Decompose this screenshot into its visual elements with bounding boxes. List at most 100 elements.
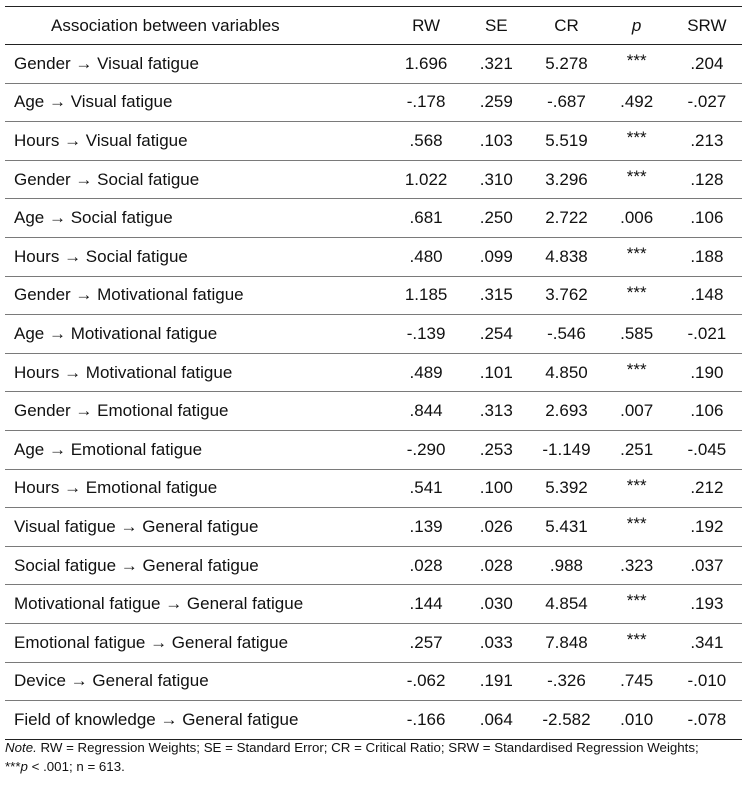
cell-se: .028 — [461, 546, 532, 586]
cell-srw: .037 — [671, 546, 742, 586]
cell-se: .100 — [461, 469, 532, 509]
cell-cr: 4.838 — [531, 237, 602, 277]
cell-cr: .988 — [531, 546, 602, 586]
cell-cr: -1.149 — [531, 430, 602, 470]
cell-p: .492 — [601, 83, 672, 123]
cell-rw: .480 — [391, 237, 462, 277]
cell-p: .745 — [601, 662, 672, 702]
note-line2: < .001; n = 613. — [27, 759, 125, 774]
cell-p: .585 — [601, 314, 672, 354]
header-se: SE — [461, 6, 532, 45]
cell-srw: .148 — [671, 276, 742, 316]
cell-cr: 5.278 — [531, 44, 602, 84]
cell-p: *** — [601, 237, 672, 277]
cell-srw: .188 — [671, 237, 742, 277]
cell-srw: .106 — [671, 198, 742, 238]
cell-association: Age → Visual fatigue — [5, 83, 391, 123]
cell-rw: -.062 — [391, 662, 462, 702]
cell-rw: .568 — [391, 121, 462, 161]
table-row: Age → Motivational fatigue -.139.254 -.546… — [5, 314, 742, 354]
cell-se: .253 — [461, 430, 532, 470]
cell-p: .010 — [601, 700, 672, 740]
cell-se: .099 — [461, 237, 532, 277]
cell-p: .323 — [601, 546, 672, 586]
table-row: Hours → Motivational fatigue .489.101 4.85… — [5, 353, 742, 393]
cell-rw: 1.022 — [391, 160, 462, 200]
cell-se: .101 — [461, 353, 532, 393]
cell-p: *** — [601, 160, 672, 200]
cell-cr: -.326 — [531, 662, 602, 702]
results-table: Association between variables RW SE CR p… — [5, 6, 742, 740]
table-row: Gender → Emotional fatigue .844.313 2.693.… — [5, 391, 742, 431]
cell-p: *** — [601, 276, 672, 316]
table-row: Age → Social fatigue .681.250 2.722.006.10… — [5, 198, 742, 238]
cell-rw: -.166 — [391, 700, 462, 740]
table-note: Note. RW = Regression Weights; SE = Stan… — [5, 738, 742, 776]
cell-srw: .192 — [671, 507, 742, 547]
cell-rw: 1.185 — [391, 276, 462, 316]
cell-cr: 3.762 — [531, 276, 602, 316]
header-rw: RW — [391, 6, 462, 45]
cell-association: Field of knowledge → General fatigue — [5, 700, 391, 740]
cell-p: *** — [601, 469, 672, 509]
header-p: p — [601, 6, 672, 45]
cell-srw: .204 — [671, 44, 742, 84]
cell-rw: -.178 — [391, 83, 462, 123]
table-body: Gender → Visual fatigue 1.696.321 5.278 ***… — [5, 44, 742, 740]
cell-association: Age → Motivational fatigue — [5, 314, 391, 354]
cell-cr: 5.519 — [531, 121, 602, 161]
table-row: Gender → Motivational fatigue 1.185.315 3.… — [5, 276, 742, 316]
cell-cr: 4.850 — [531, 353, 602, 393]
cell-cr: -2.582 — [531, 700, 602, 740]
table-row: Device → General fatigue -.062.191 -.326.7… — [5, 662, 742, 702]
table-container: Association between variables RW SE CR p… — [5, 6, 742, 740]
table-row: Hours → Social fatigue .480.099 4.838 *** .1… — [5, 237, 742, 277]
cell-cr: 3.296 — [531, 160, 602, 200]
cell-se: .315 — [461, 276, 532, 316]
cell-se: .310 — [461, 160, 532, 200]
cell-se: .191 — [461, 662, 532, 702]
cell-srw: .106 — [671, 391, 742, 431]
note-p: p — [20, 759, 28, 774]
cell-rw: .028 — [391, 546, 462, 586]
header-association: Association between variables — [5, 6, 391, 45]
cell-se: .064 — [461, 700, 532, 740]
cell-se: .033 — [461, 623, 532, 663]
table-row: Gender → Social fatigue 1.022.310 3.296 ***… — [5, 160, 742, 200]
cell-rw: .139 — [391, 507, 462, 547]
cell-se: .030 — [461, 584, 532, 624]
note-stars: *** — [5, 759, 21, 774]
cell-p: *** — [601, 584, 672, 624]
cell-p: *** — [601, 623, 672, 663]
cell-srw: .128 — [671, 160, 742, 200]
cell-srw: -.078 — [671, 700, 742, 740]
cell-se: .250 — [461, 198, 532, 238]
cell-association: Hours → Social fatigue — [5, 237, 391, 277]
cell-se: .103 — [461, 121, 532, 161]
table-row: Hours → Emotional fatigue .541.100 5.392 **… — [5, 469, 742, 509]
cell-p: *** — [601, 44, 672, 84]
cell-srw: .190 — [671, 353, 742, 393]
cell-association: Visual fatigue → General fatigue — [5, 507, 391, 547]
cell-cr: 2.722 — [531, 198, 602, 238]
note-line1: RW = Regression Weights; SE = Standard E… — [36, 740, 699, 755]
header-cr: CR — [531, 6, 602, 45]
note-label: Note. — [5, 740, 37, 755]
cell-srw: -.045 — [671, 430, 742, 470]
cell-association: Motivational fatigue → General fatigue — [5, 584, 391, 624]
cell-rw: -.139 — [391, 314, 462, 354]
cell-association: Age → Social fatigue — [5, 198, 391, 238]
cell-rw: .144 — [391, 584, 462, 624]
header-srw: SRW — [671, 6, 742, 45]
cell-srw: .213 — [671, 121, 742, 161]
cell-association: Hours → Motivational fatigue — [5, 353, 391, 393]
cell-se: .313 — [461, 391, 532, 431]
cell-srw: .193 — [671, 584, 742, 624]
cell-cr: 7.848 — [531, 623, 602, 663]
cell-rw: .257 — [391, 623, 462, 663]
table-row: Social fatigue → General fatigue .028.028… — [5, 546, 742, 586]
table-row: Emotional fatigue → General fatigue .257.… — [5, 623, 742, 663]
cell-p: *** — [601, 507, 672, 547]
cell-se: .321 — [461, 44, 532, 84]
cell-rw: .844 — [391, 391, 462, 431]
